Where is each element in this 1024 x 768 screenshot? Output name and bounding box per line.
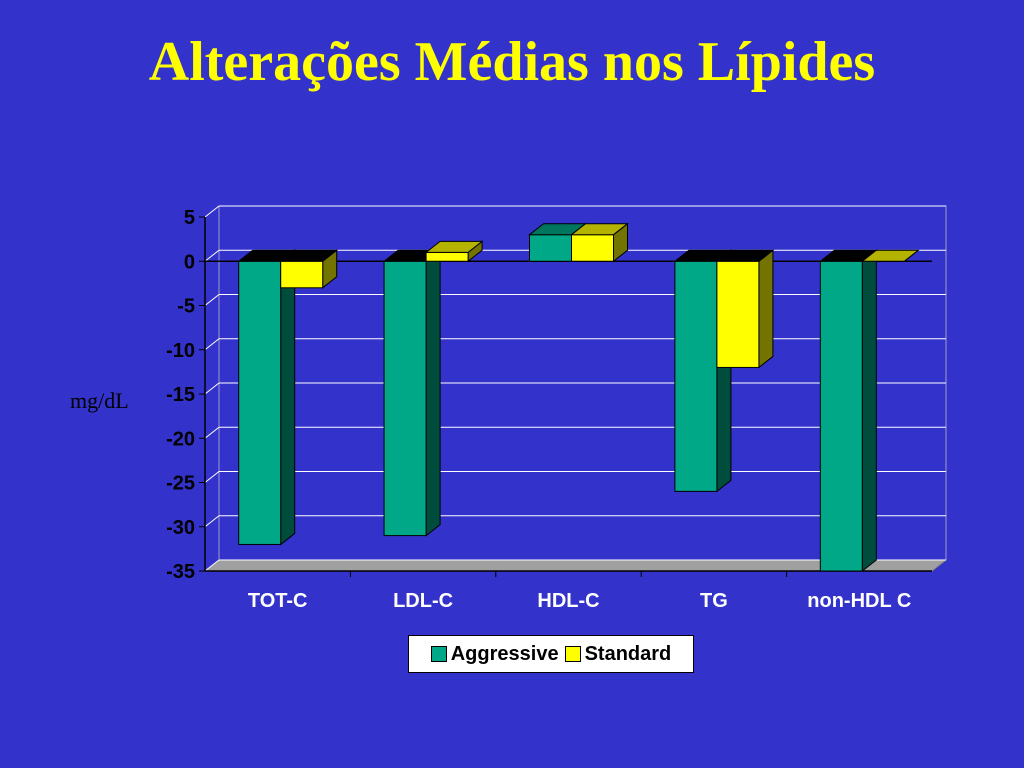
y-tick-label: 0 [184,251,195,273]
bar-standard-tg [716,260,760,368]
bar-aggressive-ldl-c [383,260,427,537]
bar-side-standard-tg [758,249,774,369]
y-axis-label: mg/dL [70,388,129,413]
gridline-depth [204,205,220,218]
gridline-depth [204,294,220,306]
x-tick-label: HDL-C [537,590,599,612]
legend-item-standard: Standard [564,642,672,666]
gridline-depth [204,338,220,351]
x-tick-label: non-HDL C [807,590,911,612]
y-tick-label: -20 [166,428,195,450]
bar-aggressive-non-hdl-c [819,260,863,572]
bar-standard-hdl-c [571,234,614,262]
bar-top-standard-tg [715,249,775,262]
y-tick-label: 5 [184,207,195,229]
category-labels-layer: TOT-C LDL-C HDL-C TG non-HDL C [248,590,911,612]
y-tick-label: -15 [166,384,195,406]
bar-top-standard-tot-c [279,249,339,262]
y-tick-label: -30 [166,517,195,539]
legend: Aggressive Standard [408,635,694,673]
gridline-depth [204,426,220,439]
bar-top-standard-non-hdl-c [860,249,920,262]
legend-label-standard: Standard [584,642,672,665]
gridline-depth [204,515,220,528]
bar-top-standard-ldl-c [424,240,484,253]
x-tick-label: LDL-C [393,590,453,612]
bar-aggressive-tot-c [238,260,282,545]
bar-side-aggressive-tot-c [280,249,296,546]
bar-side-aggressive-ldl-c [425,249,441,537]
y-tick-label: -5 [177,296,195,318]
bar-standard-ldl-c [425,251,469,262]
legend-label-aggressive: Aggressive [450,642,559,665]
slide-title: Alterações Médias nos Lípides [148,31,876,93]
gridline-depth [204,249,220,262]
y-tick-label: -25 [166,473,195,495]
bars-layer [237,222,920,573]
legend-swatch-aggressive [430,646,447,662]
legend-swatch-standard [564,646,581,662]
x-tick-label: TOT-C [248,590,308,612]
y-tick-label: -35 [166,561,195,583]
bar-aggressive-tg [674,260,718,492]
gridline-depth [204,471,220,483]
bar-aggressive-hdl-c [529,234,572,262]
bar-top-standard-hdl-c [570,223,629,236]
gridline-depth [204,382,220,395]
legend-item-aggressive: Aggressive [430,642,559,666]
x-tick-label: TG [700,590,728,612]
bar-standard-tot-c [280,260,324,289]
y-tick-label: -10 [166,340,195,362]
tick-labels-layer: 5 0 -5 -10 -15 -20 -25 -30 -35 [166,207,195,583]
bar-side-aggressive-non-hdl-c [861,249,877,573]
gridline-depth [204,559,220,572]
